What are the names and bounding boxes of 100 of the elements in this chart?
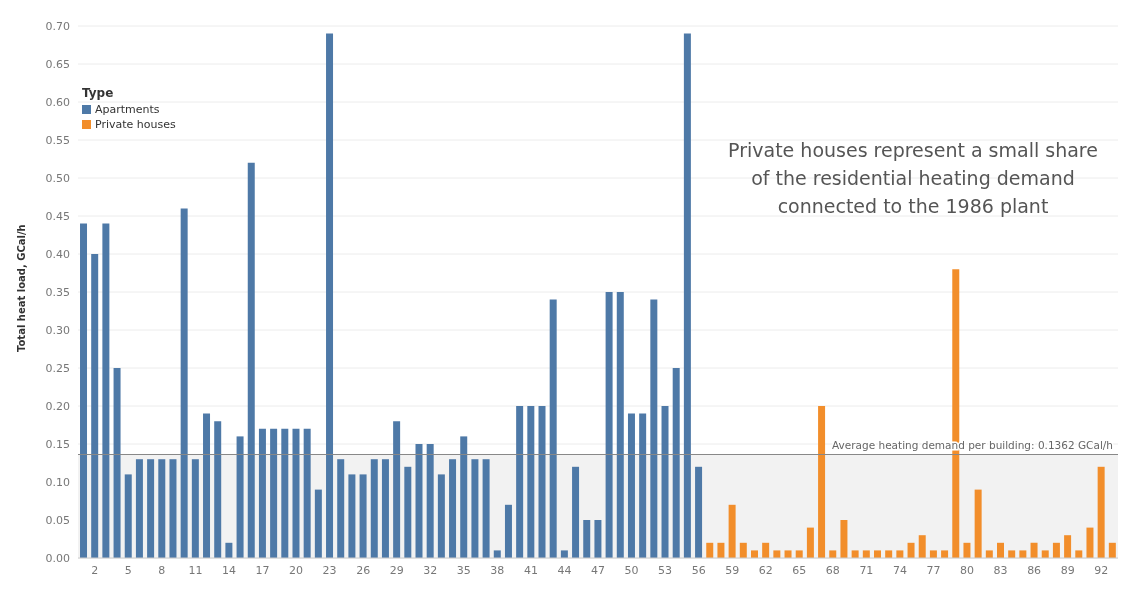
bar: [639, 413, 647, 558]
bar: [270, 428, 278, 558]
bar: [572, 466, 580, 558]
legend-label: Apartments: [95, 102, 160, 117]
y-tick-label: 0.35: [45, 285, 70, 299]
bar: [203, 413, 211, 558]
bar: [180, 208, 188, 558]
x-tick-label: 32: [423, 563, 438, 577]
x-tick-label: 53: [658, 563, 673, 577]
bar: [404, 466, 412, 558]
bar: [605, 292, 613, 558]
bar: [963, 542, 971, 558]
bar: [549, 299, 557, 558]
x-tick-label: 41: [523, 563, 538, 577]
x-tick-label: 65: [792, 563, 807, 577]
bar: [773, 550, 781, 558]
bar: [381, 459, 389, 558]
x-tick-label: 80: [960, 563, 975, 577]
bar: [941, 550, 949, 558]
bar: [885, 550, 893, 558]
x-tick-label: 74: [892, 563, 907, 577]
bar: [538, 406, 546, 558]
bar: [840, 520, 848, 558]
bar: [359, 474, 367, 558]
x-tick-label: 35: [456, 563, 471, 577]
bar: [1075, 550, 1083, 558]
bar: [169, 459, 177, 558]
y-tick-label: 0.30: [45, 323, 70, 337]
bar: [1041, 550, 1049, 558]
bar: [672, 368, 680, 558]
bar: [851, 550, 859, 558]
bar: [784, 550, 792, 558]
x-tick-label: 68: [825, 563, 840, 577]
y-tick-label: 0.10: [45, 475, 70, 489]
bar: [1030, 542, 1038, 558]
bar: [985, 550, 993, 558]
bar: [258, 428, 266, 558]
bar: [1008, 550, 1016, 558]
bar: [739, 542, 747, 558]
bar: [314, 489, 322, 558]
x-tick-label: 29: [389, 563, 404, 577]
x-tick-label: 11: [188, 563, 203, 577]
bar: [560, 550, 568, 558]
bar: [225, 542, 233, 558]
y-tick-label: 0.40: [45, 247, 70, 261]
bar: [795, 550, 803, 558]
y-tick-label: 0.70: [45, 19, 70, 33]
y-tick-label: 0.25: [45, 361, 70, 375]
bar: [717, 542, 725, 558]
y-tick-label: 0.65: [45, 57, 70, 71]
x-tick-label: 47: [591, 563, 605, 577]
bar: [102, 223, 110, 558]
x-tick-label: 38: [490, 563, 505, 577]
bar: [1064, 535, 1072, 558]
bar: [214, 421, 222, 558]
bar: [437, 474, 445, 558]
legend-label: Private houses: [95, 117, 176, 132]
bar: [896, 550, 904, 558]
bar: [303, 428, 311, 558]
bar: [135, 459, 143, 558]
legend-title: Type: [82, 86, 115, 100]
bar: [516, 406, 524, 558]
bar: [1108, 542, 1116, 558]
bar: [728, 504, 736, 558]
bar: [661, 406, 669, 558]
annotation: Private houses represent a small share of the residential heating demand connected to the 1986 plant: [727, 138, 1099, 219]
bar: [829, 550, 837, 558]
bar: [415, 444, 423, 558]
bar: [1019, 550, 1027, 558]
bar: [236, 436, 244, 558]
bar: [247, 162, 255, 558]
bar: [594, 520, 602, 558]
bar: [997, 542, 1004, 558]
bar: [974, 489, 982, 558]
bar: [80, 223, 88, 558]
bar: [460, 436, 468, 558]
bar: [650, 299, 658, 558]
bar: [281, 428, 289, 558]
x-tick-label: 26: [356, 563, 371, 577]
bar: [393, 421, 401, 558]
x-tick-label: 2: [91, 563, 99, 577]
x-tick-label: 92: [1094, 563, 1109, 577]
bar: [113, 368, 121, 558]
bar: [124, 474, 132, 558]
x-tick-label: 71: [859, 563, 874, 577]
x-tick-label: 5: [124, 563, 132, 577]
bar: [706, 542, 714, 558]
bar: [527, 406, 535, 558]
bar: [337, 459, 345, 558]
y-axis-title: Total heat load, GCal/h: [15, 224, 27, 352]
x-tick-label: 56: [691, 563, 706, 577]
x-tick-label: 23: [322, 563, 337, 577]
bar: [426, 444, 434, 558]
bar: [583, 520, 591, 558]
bar: [482, 459, 490, 558]
x-tick-label: 20: [289, 563, 304, 577]
y-tick-label: 0.20: [45, 399, 70, 413]
x-tick-label: 17: [255, 563, 270, 577]
y-tick-label: 0.05: [45, 513, 70, 527]
bar: [806, 527, 814, 558]
